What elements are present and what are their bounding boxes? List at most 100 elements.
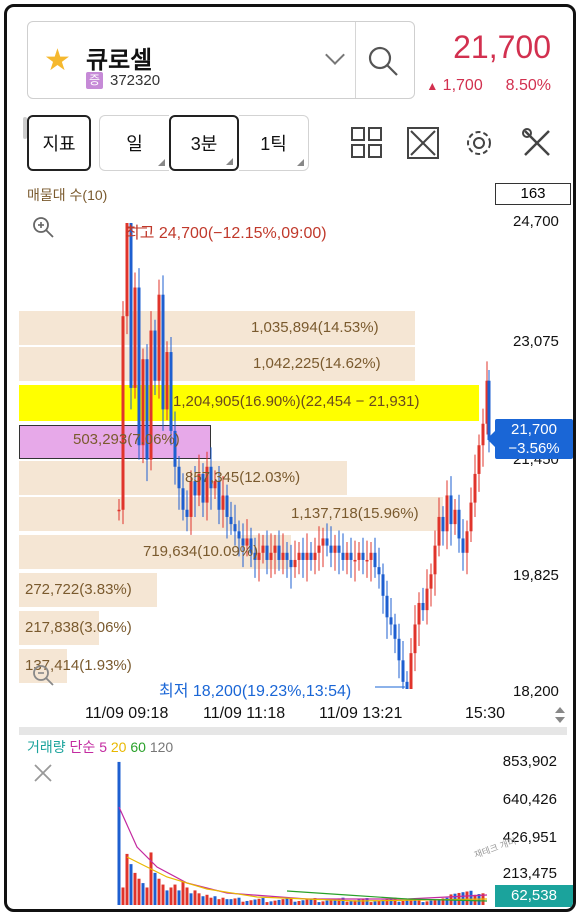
volume-bar bbox=[201, 896, 205, 905]
volume-bar bbox=[377, 900, 381, 905]
stock-name: 큐로셀 bbox=[86, 47, 153, 74]
price-change: ▲ 1,700 8.50% bbox=[426, 77, 551, 95]
volume-bar bbox=[341, 897, 345, 905]
dropdown-corner-icon bbox=[158, 159, 165, 166]
candle-body bbox=[217, 481, 221, 510]
candle-body bbox=[433, 545, 437, 575]
volume-profile-label: 857,345(12.03%) bbox=[185, 469, 301, 486]
scroll-handle[interactable] bbox=[23, 117, 27, 139]
candle-body bbox=[213, 481, 217, 489]
scroll-updown-icon[interactable] bbox=[553, 705, 567, 725]
volume-bar bbox=[421, 902, 425, 905]
volume-bar bbox=[409, 899, 413, 905]
volume-bar bbox=[165, 890, 169, 905]
candle-body bbox=[149, 330, 153, 460]
volume-bar bbox=[293, 901, 297, 905]
candle-body bbox=[361, 552, 365, 560]
candle-body bbox=[473, 473, 477, 503]
candle-body bbox=[485, 380, 489, 424]
period-3min-button[interactable]: 3분 bbox=[169, 115, 239, 171]
volume-bar bbox=[157, 878, 161, 905]
candle-body bbox=[437, 516, 441, 546]
volume-bar bbox=[273, 900, 277, 905]
volume-bar bbox=[241, 901, 245, 905]
volume-bar bbox=[433, 899, 437, 905]
panel-separator[interactable] bbox=[19, 727, 567, 735]
volume-profile-bar-current bbox=[19, 425, 211, 459]
candle-body bbox=[321, 538, 325, 546]
volume-bar bbox=[125, 853, 129, 905]
volume-bar bbox=[169, 887, 173, 905]
volume-bar bbox=[369, 902, 373, 905]
expand-icon[interactable] bbox=[405, 125, 441, 161]
y-axis-label: 18,200 bbox=[513, 683, 559, 700]
volume-bar bbox=[465, 891, 469, 905]
close-icon[interactable] bbox=[33, 763, 53, 783]
zoom-in-icon[interactable] bbox=[31, 215, 55, 239]
candle-body bbox=[245, 538, 249, 546]
volume-bar bbox=[397, 901, 401, 905]
candle-body bbox=[117, 509, 121, 512]
candle-body bbox=[261, 545, 265, 553]
volume-bar bbox=[385, 899, 389, 905]
volume-bar bbox=[337, 898, 341, 905]
volume-profile-label: 1,035,894(14.53%) bbox=[251, 319, 379, 336]
candle-body bbox=[389, 617, 393, 625]
period-day-button[interactable]: 일 bbox=[99, 115, 169, 171]
volume-title-type: 단순 bbox=[69, 739, 96, 755]
candle-body bbox=[405, 681, 409, 689]
tools-icon[interactable] bbox=[519, 125, 555, 161]
candle-body bbox=[185, 509, 189, 517]
volume-profile-label: 1,042,225(14.62%) bbox=[253, 355, 381, 372]
volume-bar bbox=[245, 900, 249, 905]
volume-bar bbox=[117, 761, 121, 905]
volume-bar bbox=[225, 899, 229, 905]
candle-body bbox=[209, 466, 213, 489]
candle-body bbox=[249, 538, 253, 553]
candle-body bbox=[353, 559, 357, 562]
volume-bar bbox=[281, 899, 285, 905]
volume-bar bbox=[229, 899, 233, 905]
period-1tick-button[interactable]: 1틱 bbox=[239, 115, 309, 171]
stock-selector[interactable]: ★ 큐로셀 증 372320 bbox=[27, 21, 415, 99]
volume-bar bbox=[253, 899, 257, 905]
candle-body bbox=[133, 287, 137, 388]
favorite-star-icon[interactable]: ★ bbox=[44, 44, 71, 77]
volume-bar bbox=[357, 899, 361, 905]
grid-icon[interactable] bbox=[349, 125, 385, 161]
candle-body bbox=[357, 552, 361, 560]
ma20-line bbox=[126, 856, 488, 902]
candle-body bbox=[333, 545, 337, 553]
candle-body bbox=[273, 545, 277, 553]
volume-bar bbox=[353, 900, 357, 905]
candle-body bbox=[157, 294, 161, 381]
x-axis-label: 11/09 11:18 bbox=[203, 705, 286, 722]
candle-body bbox=[481, 423, 485, 446]
candle-body bbox=[381, 574, 385, 596]
candle-body bbox=[409, 653, 413, 689]
candle-body bbox=[301, 552, 305, 560]
indicator-button[interactable]: 지표 bbox=[27, 115, 91, 171]
gear-icon[interactable] bbox=[461, 125, 497, 161]
candle-body bbox=[169, 352, 173, 431]
volume-bar bbox=[177, 890, 181, 905]
ma20-label: 20 bbox=[110, 739, 127, 755]
x-axis-label: 11/09 09:18 bbox=[85, 705, 169, 722]
dropdown-corner-icon bbox=[297, 159, 304, 166]
ma60-line bbox=[286, 890, 488, 902]
volume-profile-label: 1,137,718(15.96%) bbox=[291, 505, 419, 522]
volume-bar bbox=[153, 872, 157, 905]
candlestick-chart[interactable] bbox=[7, 7, 576, 912]
candle-body bbox=[397, 638, 401, 661]
volume-bar bbox=[305, 899, 309, 905]
zoom-out-icon[interactable] bbox=[31, 663, 55, 687]
volume-bar bbox=[425, 901, 429, 905]
volume-bar bbox=[349, 900, 353, 905]
search-icon[interactable] bbox=[366, 44, 400, 78]
volume-bar bbox=[261, 898, 265, 905]
candle-body bbox=[325, 538, 329, 546]
volume-bar bbox=[417, 898, 421, 905]
candle-body bbox=[317, 545, 321, 553]
candle-body bbox=[457, 509, 461, 539]
volume-bar bbox=[149, 852, 153, 905]
